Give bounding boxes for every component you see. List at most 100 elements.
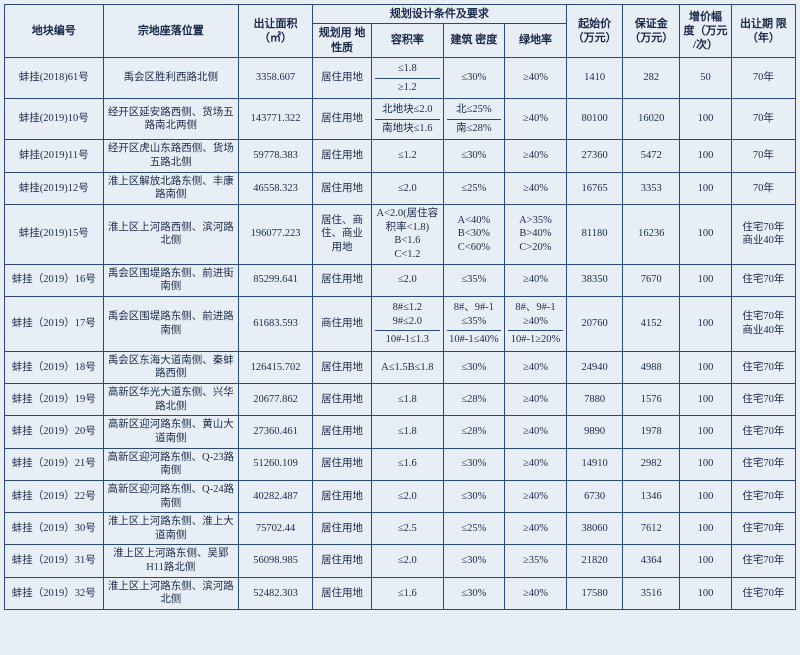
- th-location: 宗地座落位置: [103, 5, 239, 58]
- cell-id: 蚌挂(2019)10号: [5, 99, 104, 140]
- cell-location: 禹会区胜利西路北侧: [103, 57, 239, 98]
- th-start: 起始价 （万元）: [566, 5, 623, 58]
- cell-use: 居住用地: [313, 480, 372, 512]
- cell-density: ≤25%: [443, 172, 505, 204]
- table-row: 蚌挂（2019）22号高新区迎河路东侧、Q-24路南侧40282.487居住用地…: [5, 480, 796, 512]
- cell-far: ≤1.2: [372, 140, 443, 172]
- cell-use: 居住用地: [313, 57, 372, 98]
- cell-start: 80100: [566, 99, 623, 140]
- cell-density: ≤35%: [443, 264, 505, 296]
- cell-use: 居住用地: [313, 172, 372, 204]
- cell-deposit: 1978: [623, 416, 680, 448]
- th-id: 地块编号: [5, 5, 104, 58]
- cell-term: 住宅70年: [731, 513, 795, 545]
- cell-area: 52482.303: [239, 577, 313, 609]
- cell-increment: 100: [680, 351, 732, 383]
- cell-location: 淮上区解放北路东侧、丰康路南侧: [103, 172, 239, 204]
- cell-area: 61683.593: [239, 296, 313, 351]
- cell-far: ≤2.0: [372, 172, 443, 204]
- cell-start: 14910: [566, 448, 623, 480]
- cell-density: 北≤25%南≤28%: [443, 99, 505, 140]
- cell-id: 蚌挂（2019）17号: [5, 296, 104, 351]
- th-area: 出让面积 （㎡）: [239, 5, 313, 58]
- cell-increment: 50: [680, 57, 732, 98]
- cell-use: 居住用地: [313, 545, 372, 577]
- cell-green: ≥35%: [505, 545, 567, 577]
- cell-green: ≥40%: [505, 57, 567, 98]
- cell-green: ≥40%: [505, 351, 567, 383]
- cell-deposit: 3353: [623, 172, 680, 204]
- cell-start: 24940: [566, 351, 623, 383]
- cell-use: 居住、商住、商业用地: [313, 205, 372, 265]
- cell-start: 17580: [566, 577, 623, 609]
- cell-far: ≤2.0: [372, 264, 443, 296]
- cell-location: 淮上区上河路东侧、滨河路北侧: [103, 577, 239, 609]
- cell-increment: 100: [680, 545, 732, 577]
- cell-term: 住宅70年: [731, 448, 795, 480]
- cell-increment: 100: [680, 264, 732, 296]
- cell-id: 蚌挂(2019)15号: [5, 205, 104, 265]
- cell-id: 蚌挂（2019）18号: [5, 351, 104, 383]
- table-row: 蚌挂(2018)61号禹会区胜利西路北侧3358.607居住用地≤1.8≥1.2…: [5, 57, 796, 98]
- table-row: 蚌挂（2019）19号高新区华光大道东侧、兴华路北侧20677.862居住用地≤…: [5, 384, 796, 416]
- table-row: 蚌挂（2019）18号禹会区东海大道南侧、秦蚌路西侧126415.702居住用地…: [5, 351, 796, 383]
- table-body: 蚌挂(2018)61号禹会区胜利西路北侧3358.607居住用地≤1.8≥1.2…: [5, 57, 796, 609]
- cell-term: 70年: [731, 57, 795, 98]
- cell-far: ≤1.8≥1.2: [372, 57, 443, 98]
- cell-term: 70年: [731, 172, 795, 204]
- cell-area: 75702.44: [239, 513, 313, 545]
- cell-green: ≥40%: [505, 480, 567, 512]
- cell-green: ≥40%: [505, 577, 567, 609]
- cell-density: ≤30%: [443, 545, 505, 577]
- cell-location: 禹会区围堤路东侧、前进街南侧: [103, 264, 239, 296]
- cell-density: 8#、9#-1 ≤35%10#-1≤40%: [443, 296, 505, 351]
- cell-id: 蚌挂(2019)11号: [5, 140, 104, 172]
- cell-area: 51260.109: [239, 448, 313, 480]
- cell-id: 蚌挂（2019）20号: [5, 416, 104, 448]
- cell-deposit: 1576: [623, 384, 680, 416]
- cell-use: 居住用地: [313, 351, 372, 383]
- cell-start: 21820: [566, 545, 623, 577]
- cell-start: 27360: [566, 140, 623, 172]
- cell-density: ≤25%: [443, 513, 505, 545]
- table-row: 蚌挂(2019)15号淮上区上河路西侧、滨河路北侧196077.223居住、商住…: [5, 205, 796, 265]
- cell-area: 27360.461: [239, 416, 313, 448]
- cell-increment: 100: [680, 296, 732, 351]
- cell-far: A<2.0(居住容积率<1.8) B<1.6 C<1.2: [372, 205, 443, 265]
- cell-start: 1410: [566, 57, 623, 98]
- cell-deposit: 7670: [623, 264, 680, 296]
- cell-id: 蚌挂（2019）19号: [5, 384, 104, 416]
- table-row: 蚌挂（2019）17号禹会区围堤路东侧、前进路南侧61683.593商住用地8#…: [5, 296, 796, 351]
- cell-far: ≤1.6: [372, 448, 443, 480]
- cell-far: ≤2.0: [372, 545, 443, 577]
- cell-increment: 100: [680, 448, 732, 480]
- cell-id: 蚌挂（2019）22号: [5, 480, 104, 512]
- th-use: 规划用 地性质: [313, 24, 372, 58]
- th-green: 绿地率: [505, 24, 567, 58]
- cell-far: 8#≤1.2 9#≤2.010#-1≤1.3: [372, 296, 443, 351]
- th-density: 建筑 密度: [443, 24, 505, 58]
- th-far: 容积率: [372, 24, 443, 58]
- cell-far: ≤2.5: [372, 513, 443, 545]
- cell-use: 居住用地: [313, 416, 372, 448]
- cell-use: 居住用地: [313, 140, 372, 172]
- cell-use: 居住用地: [313, 384, 372, 416]
- cell-density: ≤30%: [443, 577, 505, 609]
- cell-area: 20677.862: [239, 384, 313, 416]
- cell-increment: 100: [680, 480, 732, 512]
- cell-term: 住宅70年: [731, 416, 795, 448]
- cell-deposit: 5472: [623, 140, 680, 172]
- cell-location: 淮上区上河路东侧、吴郢H11路北侧: [103, 545, 239, 577]
- cell-far: ≤1.6: [372, 577, 443, 609]
- cell-increment: 100: [680, 416, 732, 448]
- cell-green: ≥40%: [505, 416, 567, 448]
- cell-density: A<40% B<30% C<60%: [443, 205, 505, 265]
- cell-increment: 100: [680, 99, 732, 140]
- cell-term: 住宅70年: [731, 384, 795, 416]
- cell-deposit: 1346: [623, 480, 680, 512]
- cell-area: 196077.223: [239, 205, 313, 265]
- cell-use: 居住用地: [313, 513, 372, 545]
- cell-deposit: 16020: [623, 99, 680, 140]
- cell-id: 蚌挂(2019)12号: [5, 172, 104, 204]
- cell-id: 蚌挂（2019）32号: [5, 577, 104, 609]
